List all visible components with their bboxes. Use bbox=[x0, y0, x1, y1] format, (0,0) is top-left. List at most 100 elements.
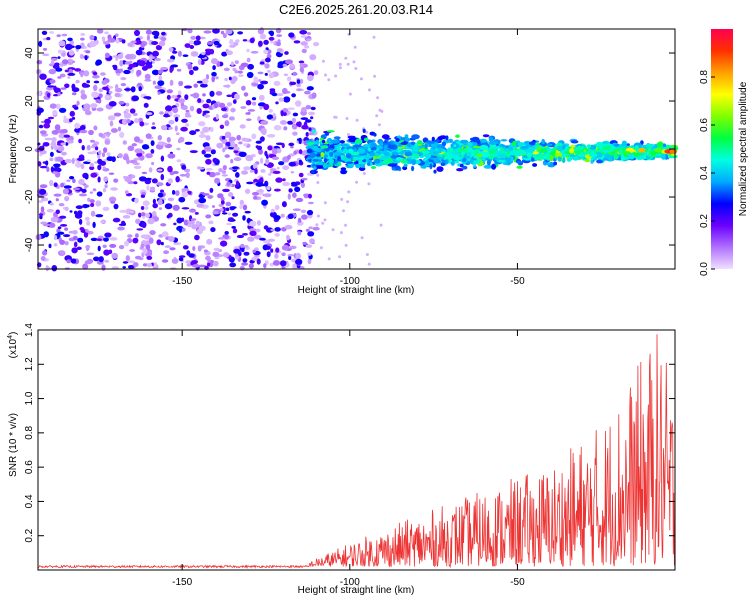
noise-blob bbox=[50, 166, 54, 173]
noise-blob bbox=[113, 178, 119, 183]
noise-blob bbox=[176, 147, 181, 151]
noise-blob bbox=[47, 85, 55, 88]
noise-blob bbox=[110, 187, 118, 191]
noise-blob bbox=[187, 224, 192, 228]
noise-blob bbox=[85, 50, 91, 54]
noise-blob bbox=[43, 123, 51, 129]
noise-blob bbox=[189, 69, 194, 76]
noise-blob bbox=[223, 84, 231, 88]
noise-blob bbox=[188, 209, 196, 213]
noise-blob bbox=[39, 215, 43, 220]
noise-blob bbox=[123, 69, 131, 75]
noise-blob bbox=[165, 105, 173, 112]
noise-blob bbox=[90, 139, 95, 143]
noise-blob bbox=[71, 92, 77, 96]
noise-blob bbox=[184, 168, 191, 173]
signal-blob bbox=[594, 152, 603, 158]
noise-blob bbox=[154, 85, 162, 90]
noise-blob bbox=[47, 116, 55, 120]
noise-blob bbox=[151, 211, 157, 216]
noise-blob bbox=[190, 218, 197, 221]
signal-blob bbox=[370, 166, 377, 169]
noise-blob bbox=[269, 262, 275, 267]
signal-blob bbox=[596, 159, 603, 164]
noise-blob bbox=[229, 45, 236, 48]
noise-dot bbox=[348, 92, 352, 96]
noise-blob bbox=[270, 228, 276, 232]
noise-blob bbox=[68, 135, 74, 142]
noise-blob bbox=[84, 55, 88, 61]
noise-blob bbox=[306, 209, 314, 216]
noise-blob bbox=[85, 244, 91, 249]
noise-blob bbox=[269, 168, 277, 172]
noise-blob bbox=[182, 54, 189, 57]
noise-blob bbox=[40, 206, 45, 213]
signal-blob bbox=[311, 129, 316, 134]
noise-dot bbox=[376, 96, 380, 100]
noise-blob bbox=[307, 74, 314, 82]
signal-blob bbox=[309, 152, 317, 158]
noise-blob bbox=[242, 204, 248, 211]
noise-blob bbox=[257, 83, 264, 90]
noise-blob bbox=[181, 164, 187, 170]
noise-dot bbox=[346, 133, 350, 136]
noise-blob bbox=[58, 203, 65, 207]
noise-blob bbox=[91, 150, 97, 155]
noise-dot bbox=[362, 172, 366, 175]
signal-blob bbox=[618, 150, 623, 154]
signal-blob bbox=[390, 154, 397, 159]
noise-dot bbox=[324, 73, 327, 77]
noise-blob bbox=[55, 103, 61, 110]
signal-blob bbox=[463, 147, 469, 153]
noise-blob bbox=[56, 34, 61, 38]
noise-blob bbox=[132, 112, 138, 117]
noise-blob bbox=[127, 145, 135, 152]
noise-dot bbox=[346, 62, 350, 66]
noise-blob bbox=[89, 34, 95, 41]
signal-blob bbox=[362, 144, 371, 148]
signal-blob bbox=[446, 151, 452, 157]
signal-blob bbox=[367, 160, 373, 163]
noise-blob bbox=[300, 182, 305, 188]
noise-blob bbox=[243, 166, 251, 171]
noise-blob bbox=[164, 245, 171, 249]
x-tick-label: -100 bbox=[340, 577, 360, 588]
noise-blob bbox=[177, 90, 182, 96]
noise-blob bbox=[253, 254, 260, 258]
noise-blob bbox=[177, 50, 182, 57]
noise-blob bbox=[175, 132, 180, 135]
noise-blob bbox=[98, 256, 104, 263]
signal-blob bbox=[500, 147, 504, 153]
noise-blob bbox=[174, 116, 179, 122]
signal-blob bbox=[459, 163, 464, 168]
noise-blob bbox=[36, 90, 41, 97]
noise-blob bbox=[98, 88, 104, 93]
noise-blob bbox=[259, 61, 265, 65]
signal-blob bbox=[358, 166, 366, 171]
noise-blob bbox=[72, 230, 78, 235]
signal-blob bbox=[498, 157, 507, 161]
noise-blob bbox=[266, 186, 271, 191]
noise-blob bbox=[151, 161, 155, 166]
noise-blob bbox=[154, 58, 161, 61]
noise-blob bbox=[203, 114, 210, 118]
noise-blob bbox=[226, 222, 232, 226]
noise-blob bbox=[195, 35, 201, 41]
noise-blob bbox=[46, 208, 54, 213]
noise-blob bbox=[51, 130, 59, 135]
noise-blob bbox=[120, 77, 127, 81]
noise-blob bbox=[132, 262, 139, 268]
noise-blob bbox=[80, 93, 88, 100]
noise-blob bbox=[240, 106, 247, 109]
signal-blob bbox=[661, 154, 666, 160]
noise-blob bbox=[92, 143, 97, 148]
spectrogram-xlabel: Height of straight line (km) bbox=[298, 285, 415, 296]
noise-blob bbox=[193, 83, 198, 88]
noise-blob bbox=[126, 119, 131, 124]
noise-blob bbox=[208, 220, 214, 225]
noise-blob bbox=[73, 241, 78, 248]
noise-blob bbox=[275, 101, 279, 105]
noise-blob bbox=[301, 150, 307, 156]
noise-blob bbox=[113, 64, 118, 71]
noise-blob bbox=[140, 42, 145, 49]
